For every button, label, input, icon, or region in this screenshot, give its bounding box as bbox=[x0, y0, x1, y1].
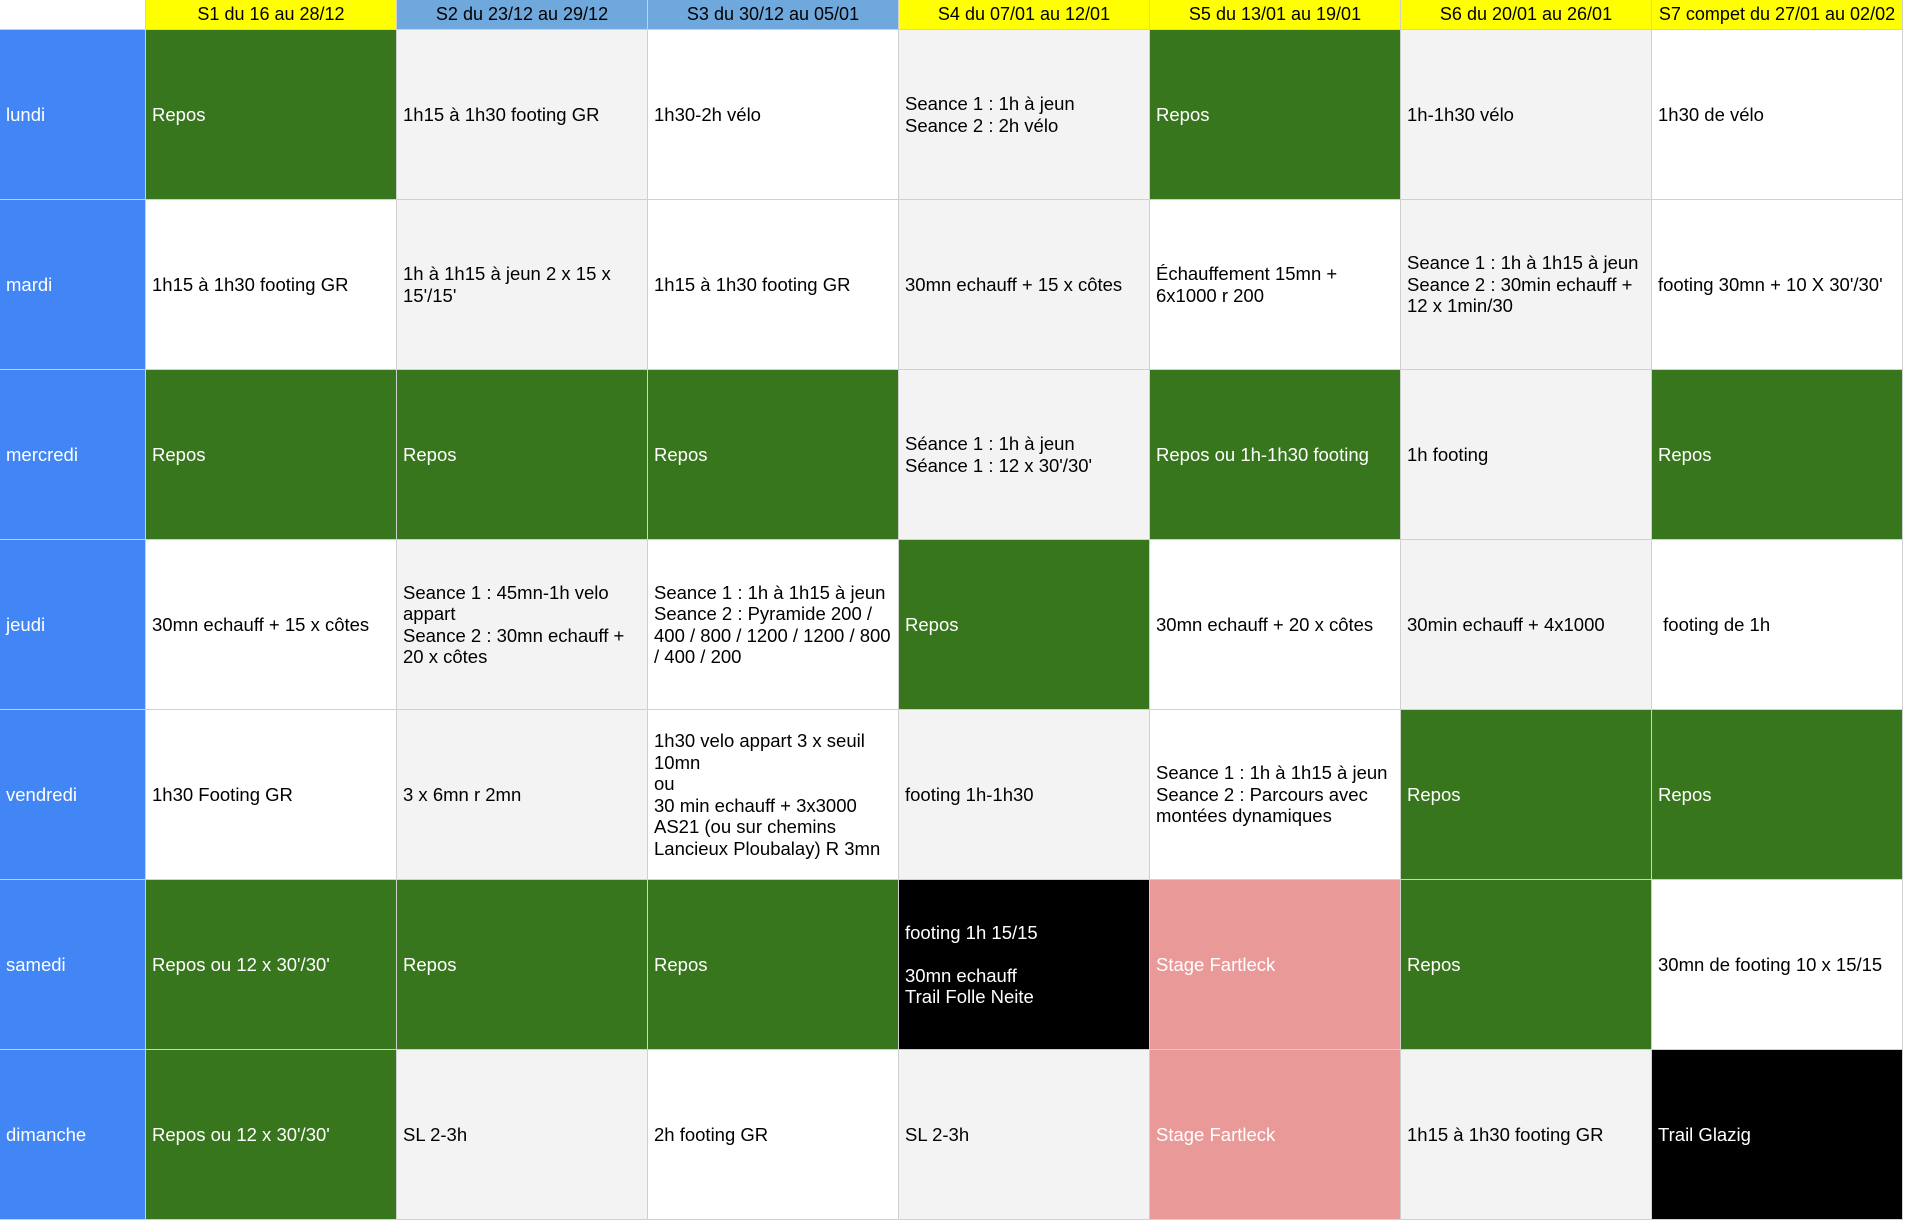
column-header-s1[interactable]: S1 du 16 au 28/12 bbox=[146, 0, 397, 30]
schedule-cell[interactable]: SL 2-3h bbox=[397, 1050, 648, 1220]
schedule-cell[interactable]: Repos bbox=[397, 370, 648, 540]
schedule-cell[interactable]: 30mn echauff + 15 x côtes bbox=[146, 540, 397, 710]
schedule-cell[interactable]: 3 x 6mn r 2mn bbox=[397, 710, 648, 880]
schedule-cell[interactable]: Seance 1 : 45mn-1h velo appart Seance 2 … bbox=[397, 540, 648, 710]
schedule-cell[interactable]: 30mn de footing 10 x 15/15 bbox=[1652, 880, 1903, 1050]
schedule-cell[interactable]: 1h15 à 1h30 footing GR bbox=[648, 200, 899, 370]
schedule-cell[interactable]: Échauffement 15mn + 6x1000 r 200 bbox=[1150, 200, 1401, 370]
row-label-dimanche[interactable]: dimanche bbox=[0, 1050, 146, 1220]
schedule-cell[interactable]: Repos ou 12 x 30'/30' bbox=[146, 880, 397, 1050]
column-header-s2[interactable]: S2 du 23/12 au 29/12 bbox=[397, 0, 648, 30]
schedule-cell[interactable]: 1h15 à 1h30 footing GR bbox=[1401, 1050, 1652, 1220]
schedule-cell[interactable]: Stage Fartleck bbox=[1150, 1050, 1401, 1220]
schedule-cell[interactable]: footing 1h 15/15 30mn echauff Trail Foll… bbox=[899, 880, 1150, 1050]
schedule-cell[interactable]: footing 30mn + 10 X 30'/30' bbox=[1652, 200, 1903, 370]
schedule-cell[interactable]: 1h à 1h15 à jeun 2 x 15 x 15'/15' bbox=[397, 200, 648, 370]
schedule-cell[interactable]: Trail Glazig bbox=[1652, 1050, 1903, 1220]
schedule-cell[interactable]: Repos bbox=[1652, 370, 1903, 540]
schedule-cell[interactable]: 30mn echauff + 20 x côtes bbox=[1150, 540, 1401, 710]
schedule-cell[interactable]: Seance 1 : 1h à 1h15 à jeun Seance 2 : P… bbox=[648, 540, 899, 710]
schedule-cell[interactable]: footing de 1h bbox=[1652, 540, 1903, 710]
schedule-cell[interactable]: Repos bbox=[1401, 710, 1652, 880]
schedule-cell[interactable]: 1h15 à 1h30 footing GR bbox=[397, 30, 648, 200]
schedule-cell[interactable]: SL 2-3h bbox=[899, 1050, 1150, 1220]
schedule-cell[interactable]: Repos bbox=[146, 370, 397, 540]
schedule-cell[interactable]: 1h30 Footing GR bbox=[146, 710, 397, 880]
schedule-cell[interactable]: 1h footing bbox=[1401, 370, 1652, 540]
schedule-cell[interactable]: Repos ou 12 x 30'/30' bbox=[146, 1050, 397, 1220]
schedule-cell[interactable]: Repos bbox=[1150, 30, 1401, 200]
column-header-s5[interactable]: S5 du 13/01 au 19/01 bbox=[1150, 0, 1401, 30]
column-header-s3[interactable]: S3 du 30/12 au 05/01 bbox=[648, 0, 899, 30]
schedule-cell[interactable]: Séance 1 : 1h à jeun Séance 1 : 12 x 30'… bbox=[899, 370, 1150, 540]
schedule-cell[interactable]: Repos bbox=[648, 370, 899, 540]
row-label-lundi[interactable]: lundi bbox=[0, 30, 146, 200]
schedule-cell[interactable]: 30mn echauff + 15 x côtes bbox=[899, 200, 1150, 370]
schedule-cell[interactable]: Seance 1 : 1h à 1h15 à jeun Seance 2 : 3… bbox=[1401, 200, 1652, 370]
schedule-cell[interactable]: 1h-1h30 vélo bbox=[1401, 30, 1652, 200]
schedule-cell[interactable]: 2h footing GR bbox=[648, 1050, 899, 1220]
schedule-cell[interactable]: Repos bbox=[397, 880, 648, 1050]
column-header-s4[interactable]: S4 du 07/01 au 12/01 bbox=[899, 0, 1150, 30]
schedule-cell[interactable]: 1h30 velo appart 3 x seuil 10mn ou 30 mi… bbox=[648, 710, 899, 880]
schedule-cell[interactable]: Seance 1 : 1h à 1h15 à jeun Seance 2 : P… bbox=[1150, 710, 1401, 880]
schedule-cell[interactable]: Seance 1 : 1h à jeun Seance 2 : 2h vélo bbox=[899, 30, 1150, 200]
schedule-cell[interactable]: 1h30-2h vélo bbox=[648, 30, 899, 200]
schedule-cell[interactable]: 1h15 à 1h30 footing GR bbox=[146, 200, 397, 370]
column-header-s7[interactable]: S7 compet du 27/01 au 02/02 bbox=[1652, 0, 1903, 30]
schedule-cell[interactable]: Repos bbox=[146, 30, 397, 200]
row-label-mercredi[interactable]: mercredi bbox=[0, 370, 146, 540]
schedule-cell[interactable]: Repos bbox=[1401, 880, 1652, 1050]
schedule-cell[interactable]: Repos bbox=[899, 540, 1150, 710]
schedule-cell[interactable]: Repos bbox=[1652, 710, 1903, 880]
row-label-mardi[interactable]: mardi bbox=[0, 200, 146, 370]
schedule-cell[interactable]: Repos bbox=[648, 880, 899, 1050]
column-header-s6[interactable]: S6 du 20/01 au 26/01 bbox=[1401, 0, 1652, 30]
schedule-cell[interactable]: Repos ou 1h-1h30 footing bbox=[1150, 370, 1401, 540]
schedule-cell[interactable]: 30min echauff + 4x1000 bbox=[1401, 540, 1652, 710]
schedule-cell[interactable]: 1h30 de vélo bbox=[1652, 30, 1903, 200]
schedule-cell[interactable]: footing 1h-1h30 bbox=[899, 710, 1150, 880]
schedule-cell[interactable]: Stage Fartleck bbox=[1150, 880, 1401, 1050]
row-label-jeudi[interactable]: jeudi bbox=[0, 540, 146, 710]
row-label-samedi[interactable]: samedi bbox=[0, 880, 146, 1050]
row-label-vendredi[interactable]: vendredi bbox=[0, 710, 146, 880]
corner-cell[interactable] bbox=[0, 0, 146, 30]
